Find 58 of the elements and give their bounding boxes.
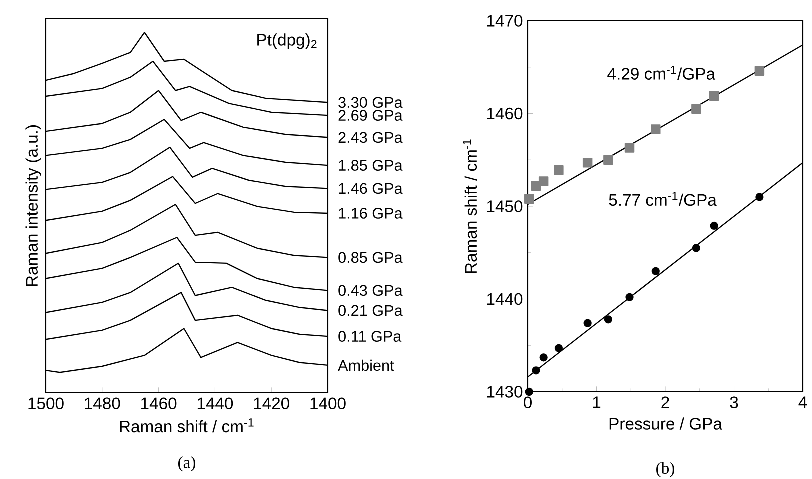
series-label: 0.21 GPa (338, 305, 403, 316)
point (624, 143, 635, 153)
x-tick-label: 1460 (142, 398, 177, 410)
annotation: 4.29 cm$^{-1}$/GPa (608, 66, 716, 80)
series-label: 1.85 GPa (339, 160, 403, 171)
point (531, 181, 542, 191)
point (554, 344, 564, 352)
point (626, 293, 634, 302)
series-label: 0.11 GPa (338, 331, 402, 342)
y-axis-title: Raman shift / cm$^{-1}$ (463, 140, 478, 274)
x-tick-label: 1440 (198, 398, 234, 410)
x-tick-label: 2 (662, 396, 670, 408)
text: (a) (178, 456, 196, 472)
series-label: 2.69 GPa (338, 110, 403, 121)
point (582, 158, 593, 168)
point (709, 91, 720, 101)
x-tick-label: 1 (593, 396, 601, 408)
series-label: 1.16 GPa (339, 208, 403, 219)
x-tick-label: 1480 (85, 398, 120, 410)
point (754, 66, 765, 76)
text: (b) (656, 462, 674, 478)
point (538, 176, 549, 186)
y-tick-label: 1430 (487, 386, 523, 398)
x-tick-label: 3 (730, 396, 738, 409)
point (692, 104, 702, 114)
x-tick-label: 1500 (28, 398, 64, 410)
series-label: 3.30 GPa (338, 97, 403, 108)
point (584, 319, 592, 328)
point (692, 244, 701, 252)
y-tick-label: 1440 (487, 293, 523, 306)
y-tick-label: 1470 (487, 15, 523, 27)
x-tick-label: 1420 (254, 398, 290, 410)
point (540, 354, 548, 362)
x-tick-label: 4 (798, 396, 808, 408)
point (604, 155, 614, 165)
point (524, 194, 534, 204)
y-tick-label: 1450 (487, 200, 523, 212)
point (710, 222, 718, 230)
point (604, 316, 613, 324)
x-tick-label: 0 (524, 396, 532, 409)
series-label: 0.43 GPa (338, 285, 403, 296)
x-axis-title: Pressure / GPa (610, 418, 722, 430)
point (651, 124, 661, 134)
point (532, 366, 540, 375)
y-axis-title: Raman intensity (a.u.) (26, 126, 42, 286)
annotation: Pt(dpg)$_{2}$ (258, 34, 317, 50)
point (756, 193, 764, 202)
annotation: 5.77 cm$^{-1}$/GPa (609, 192, 717, 206)
series-label: Ambient (338, 360, 394, 372)
series-label: 2.43 GPa (338, 132, 403, 144)
point (525, 388, 534, 396)
series-label: 1.46 GPa (339, 183, 403, 194)
y-tick-label: 1460 (487, 108, 523, 120)
x-axis-title: Raman shift / cm$^{-1}$ (120, 418, 254, 433)
point (652, 267, 660, 276)
point (554, 165, 564, 176)
x-tick-label: 1400 (310, 398, 346, 410)
series-label: 0.85 GPa (338, 252, 403, 264)
